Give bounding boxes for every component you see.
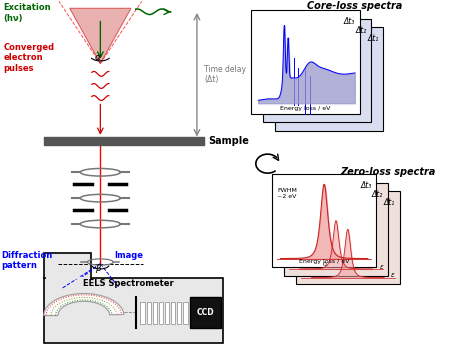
Text: FWHM
~2 eV: FWHM ~2 eV [277,188,297,199]
Text: Diffraction
pattern: Diffraction pattern [1,251,53,270]
Text: EELS Spectrometer: EELS Spectrometer [83,279,174,288]
Text: Time delay
(Δt): Time delay (Δt) [204,65,246,85]
Bar [177,302,182,324]
Bar [183,302,188,324]
Text: β: β [95,264,101,274]
Bar [159,302,163,324]
Text: CCD: CCD [196,308,214,317]
Polygon shape [44,293,124,316]
FancyBboxPatch shape [44,278,223,343]
Text: Zero-loss spectra: Zero-loss spectra [340,167,436,177]
Bar [153,302,157,324]
FancyBboxPatch shape [273,174,376,267]
FancyBboxPatch shape [263,19,371,122]
FancyBboxPatch shape [275,27,383,131]
FancyBboxPatch shape [44,253,91,278]
Text: Δt₃: Δt₃ [344,17,355,26]
Text: Δt₁: Δt₁ [367,34,378,43]
Text: Image: Image [115,251,144,260]
Text: Δt₂: Δt₂ [356,25,366,34]
FancyBboxPatch shape [190,297,220,328]
FancyBboxPatch shape [296,191,400,284]
Bar [140,302,145,324]
Text: ε: ε [391,272,395,278]
Text: ε: ε [379,264,383,270]
Text: Energy loss / eV: Energy loss / eV [299,260,349,264]
Text: Δt₃: Δt₃ [360,181,371,190]
Text: 0: 0 [322,262,326,267]
Text: Energy loss / eV: Energy loss / eV [280,106,330,111]
Text: α: α [95,53,101,62]
Text: Converged
electron
pulses: Converged electron pulses [4,43,55,73]
Text: Core-loss spectra: Core-loss spectra [307,1,402,11]
Bar [146,302,151,324]
Text: Excitation
(hν): Excitation (hν) [4,3,51,23]
Text: Sample: Sample [209,136,250,146]
FancyBboxPatch shape [284,183,388,276]
Polygon shape [70,8,131,64]
Bar [171,302,175,324]
Bar [165,302,169,324]
FancyBboxPatch shape [251,10,359,113]
Text: Δt₂: Δt₂ [372,190,383,199]
Text: Δt₁: Δt₁ [383,198,395,207]
